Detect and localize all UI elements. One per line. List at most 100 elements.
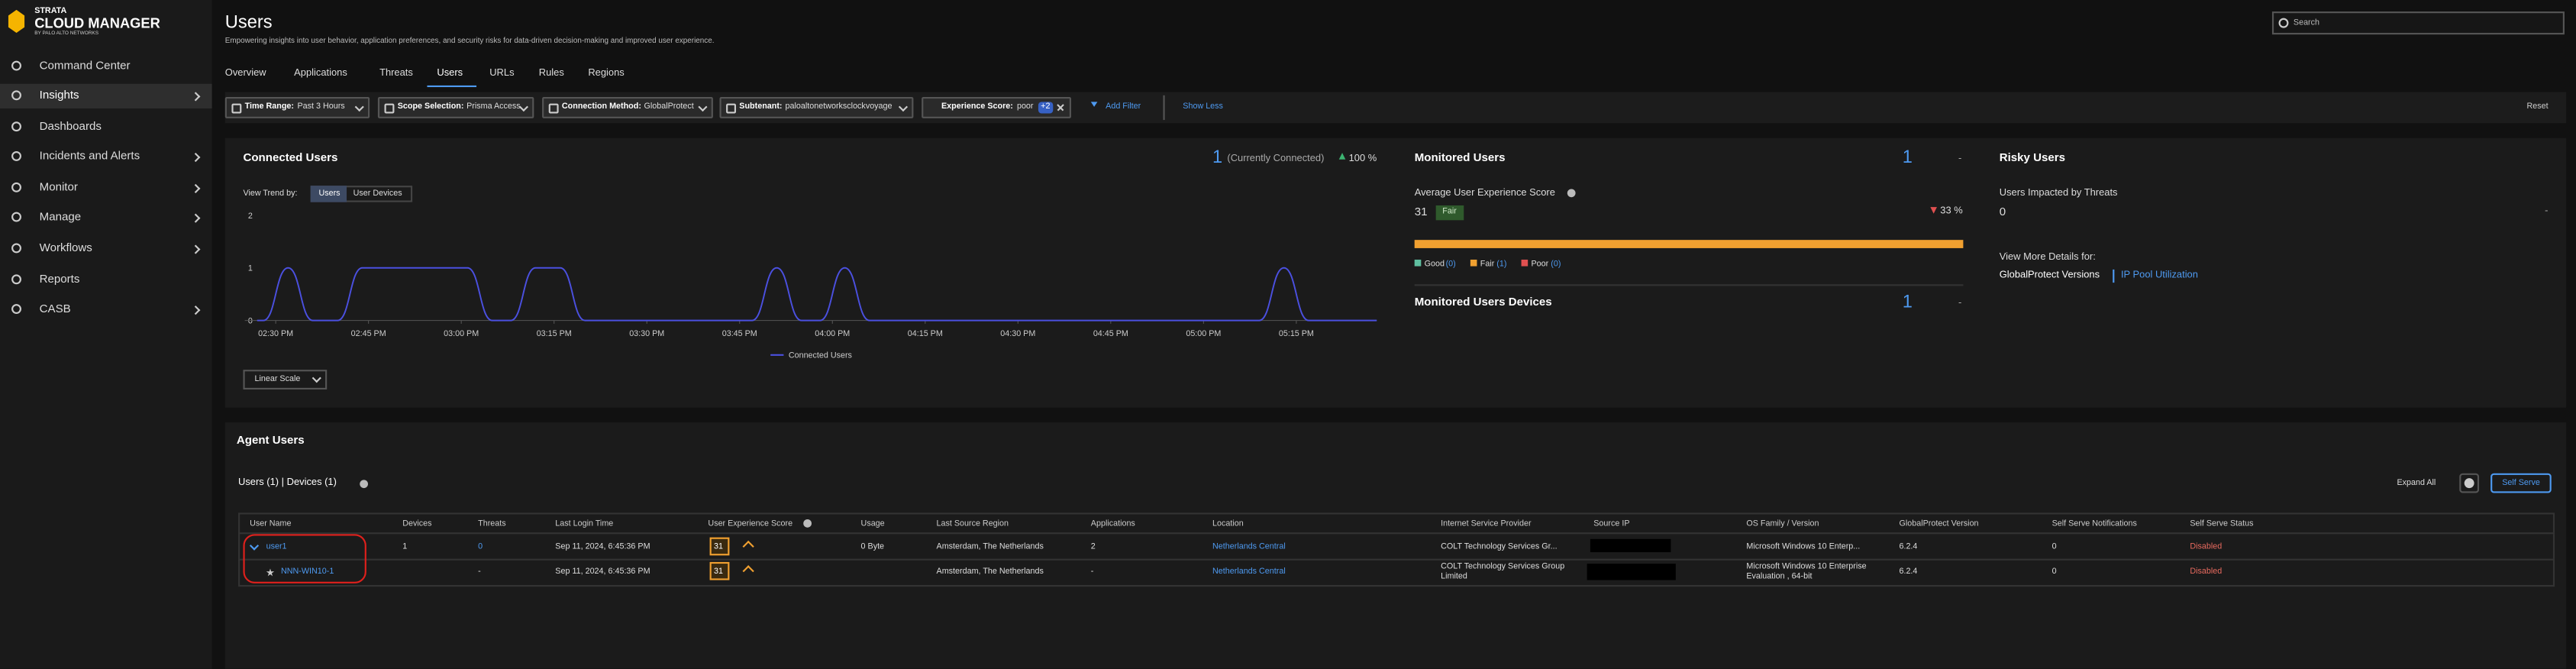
sidebar xyxy=(0,0,212,669)
rating: Fair xyxy=(1442,207,1457,218)
divider xyxy=(1163,95,1164,121)
search-placeholder[interactable]: Search xyxy=(2293,18,2320,28)
tab-underline xyxy=(427,85,477,88)
nav-item[interactable]: CASB xyxy=(39,303,71,315)
x-tick-label: 03:30 PM xyxy=(629,329,664,338)
filter-chip[interactable] xyxy=(224,96,370,118)
x-tick-label: 04:30 PM xyxy=(1000,329,1035,338)
legend-swatch xyxy=(1521,259,1528,267)
legend-count: (0) xyxy=(1445,258,1456,269)
tab[interactable]: URLs xyxy=(489,69,515,79)
nav-item[interactable]: Insights xyxy=(39,89,79,102)
table-cell: Amsterdam, The Netherlands xyxy=(936,542,1044,553)
monitored-dash: - xyxy=(1958,154,1962,165)
add-filter[interactable]: Add Filter xyxy=(1106,102,1141,112)
filter-label: Subtenant: xyxy=(739,102,783,112)
column-header: Location xyxy=(1212,518,1244,528)
table-cell: 0 xyxy=(2051,567,2057,577)
legend-count: (0) xyxy=(1551,258,1561,269)
reset[interactable]: Reset xyxy=(2526,102,2549,112)
table-cell[interactable]: user1 xyxy=(266,542,287,553)
nav-icon xyxy=(11,90,21,101)
table-cell: Sep 11, 2024, 6:45:36 PM xyxy=(555,542,650,553)
nav-item[interactable]: Reports xyxy=(39,273,80,286)
show-less[interactable]: Show Less xyxy=(1183,102,1223,112)
nav-item[interactable]: Dashboards xyxy=(39,121,102,133)
nav-item[interactable]: Monitor xyxy=(39,181,78,193)
expand-all[interactable]: Expand All xyxy=(2397,478,2436,489)
download-button[interactable] xyxy=(2459,473,2480,493)
y-tick-label: 2 xyxy=(248,212,253,221)
table-cell[interactable]: NNN-WIN10-1 xyxy=(280,567,334,577)
series-line xyxy=(257,267,1377,322)
score-box xyxy=(709,561,730,580)
nav-item[interactable]: Manage xyxy=(39,211,82,223)
row-border xyxy=(238,558,2555,560)
row-border xyxy=(238,532,2555,534)
filter-chip[interactable] xyxy=(542,96,713,118)
filter-icon xyxy=(726,103,737,114)
toggle-devices[interactable]: User Devices xyxy=(353,189,402,199)
nav-icon xyxy=(11,121,21,132)
scale-select[interactable] xyxy=(243,370,328,389)
nav-item[interactable]: Workflows xyxy=(39,242,92,254)
agent-panel xyxy=(224,422,2567,669)
connected-title: Connected Users xyxy=(243,153,338,165)
devices-dash: - xyxy=(1958,299,1962,309)
column-header: Last Source Region xyxy=(936,518,1009,528)
devices-title: Monitored Users Devices xyxy=(1414,297,1552,309)
scale-label[interactable]: Linear Scale xyxy=(254,374,301,385)
table-cell: 6.2.4 xyxy=(1899,567,1918,577)
down-arrow xyxy=(1930,207,1937,214)
self-serve-button[interactable] xyxy=(2490,473,2552,493)
nav-item[interactable]: Command Center xyxy=(39,60,131,72)
connected-count: 1 xyxy=(1212,147,1223,168)
table-cell[interactable]: Netherlands Central xyxy=(1212,567,1286,577)
table-cell[interactable]: Netherlands Central xyxy=(1212,542,1286,553)
table-cell: Microsoft Windows 10 Enterp... xyxy=(1746,542,1861,553)
tab[interactable]: Overview xyxy=(224,69,266,79)
filter-chip[interactable] xyxy=(377,96,534,118)
tab[interactable]: Applications xyxy=(294,69,347,79)
redacted-ip xyxy=(1587,564,1676,580)
nav-icon xyxy=(11,212,21,222)
toggle-users[interactable]: Users xyxy=(318,189,341,199)
nav-icon xyxy=(11,304,21,314)
tab[interactable]: Threats xyxy=(379,69,413,79)
search-icon xyxy=(2278,18,2289,28)
filter-badge xyxy=(1038,102,1054,114)
nav-item[interactable]: Incidents and Alerts xyxy=(39,150,140,162)
download-icon xyxy=(2464,478,2474,489)
risky-title: Risky Users xyxy=(1999,153,2066,165)
details-link[interactable]: IP Pool Utilization xyxy=(2120,271,2198,281)
tab[interactable]: Users xyxy=(437,69,463,79)
tab[interactable]: Rules xyxy=(538,69,564,79)
legend-label: Connected Users xyxy=(789,351,852,360)
filter-label: Connection Method: xyxy=(561,102,641,112)
filter-chip[interactable] xyxy=(719,96,914,118)
toggle-active xyxy=(310,186,347,202)
info-icon xyxy=(803,518,812,527)
filter-label: Experience Score: xyxy=(941,102,1013,112)
brand-top: STRATA xyxy=(34,6,67,17)
x-tick-label: 04:45 PM xyxy=(1093,329,1128,338)
risky-label: Users Impacted by Threats xyxy=(1999,189,2118,199)
monitored-count: 1 xyxy=(1902,147,1913,168)
monitored-title: Monitored Users xyxy=(1414,153,1506,165)
table-cell: 0 Byte xyxy=(860,542,885,553)
summary-panel xyxy=(224,137,2567,408)
favorite-icon[interactable] xyxy=(266,568,275,577)
page-title: Users xyxy=(224,13,273,34)
filter-icon xyxy=(231,103,242,114)
score-bar xyxy=(1414,240,1964,248)
self-serve-label[interactable]: Self Serve xyxy=(2502,478,2540,489)
column-header: Self Serve Notifications xyxy=(2051,518,2137,528)
legend-swatch xyxy=(1414,259,1422,267)
search-box[interactable] xyxy=(2271,11,2565,35)
tab[interactable]: Regions xyxy=(588,69,625,79)
score-box xyxy=(709,537,730,556)
nav-icon xyxy=(11,60,21,71)
details-link[interactable]: GlobalProtect Versions xyxy=(1999,271,2100,281)
column-header: Last Login Time xyxy=(555,518,614,528)
